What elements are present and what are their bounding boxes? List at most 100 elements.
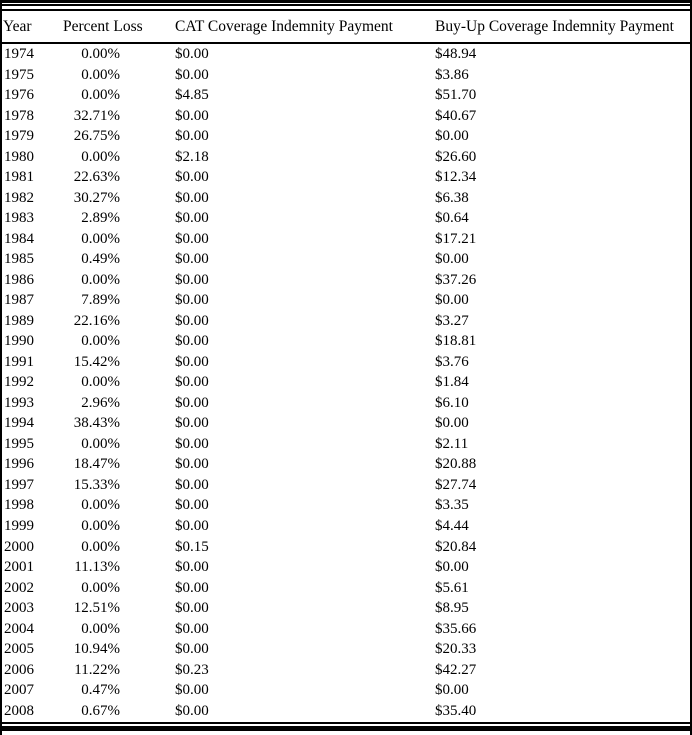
cat-payment-cell: $0.00: [175, 497, 209, 514]
buyup-payment-cell: $6.10: [435, 394, 469, 411]
percent-loss-cell: 11.13%: [74, 559, 120, 576]
percent-loss-cell: 0.49%: [81, 251, 120, 268]
percent-loss-cell: 0.00%: [81, 271, 120, 288]
percent-loss-cell: 0.00%: [81, 497, 120, 514]
buyup-payment-cell: $4.44: [435, 517, 469, 534]
table-row: 1994 38.43% $0.00 $0.00: [2, 414, 690, 435]
year-cell: 1993: [4, 394, 34, 411]
year-cell: 1975: [4, 66, 34, 83]
indemnity-payment-table: Year Percent Loss CAT Coverage Indemnity…: [2, 9, 690, 724]
year-cell: 1994: [4, 415, 34, 432]
buyup-payment-cell: $20.88: [435, 456, 477, 473]
table-row: 1989 22.16% $0.00 $3.27: [2, 311, 690, 332]
cat-payment-cell: $0.00: [175, 682, 209, 699]
buyup-payment-cell: $0.00: [435, 128, 469, 145]
table-row: 2001 11.13% $0.00 $0.00: [2, 557, 690, 578]
table-row: 1998 0.00% $0.00 $3.35: [2, 496, 690, 517]
buyup-payment-cell: $18.81: [435, 333, 477, 350]
year-cell: 2002: [4, 579, 34, 596]
cat-payment-cell: $0.00: [175, 641, 209, 658]
cat-payment-cell: $0.00: [175, 169, 209, 186]
cat-payment-cell: $0.00: [175, 45, 209, 62]
table-row: 1983 2.89% $0.00 $0.64: [2, 209, 690, 230]
cat-payment-cell: $0.15: [175, 538, 209, 555]
bottom-thick-rule: [2, 726, 690, 731]
buyup-payment-cell: $0.64: [435, 210, 469, 227]
bottom-margin: [2, 731, 690, 735]
cat-payment-cell: $0.00: [175, 579, 209, 596]
year-cell: 1978: [4, 107, 34, 124]
percent-loss-cell: 0.00%: [81, 579, 120, 596]
buyup-payment-cell: $20.84: [435, 538, 477, 555]
table-row: 1976 0.00% $4.85 $51.70: [2, 85, 690, 106]
buyup-payment-cell: $3.86: [435, 66, 469, 83]
buyup-payment-cell: $0.00: [435, 251, 469, 268]
table-row: 2004 0.00% $0.00 $35.66: [2, 619, 690, 640]
table-row: 1992 0.00% $0.00 $1.84: [2, 373, 690, 394]
percent-loss-cell: 0.00%: [81, 538, 120, 555]
buyup-payment-cell: $0.00: [435, 292, 469, 309]
cat-payment-cell: $0.00: [175, 128, 209, 145]
percent-loss-cell: 22.63%: [73, 169, 120, 186]
year-cell: 2007: [4, 682, 34, 699]
year-cell: 1986: [4, 271, 34, 288]
year-cell: 1979: [4, 128, 34, 145]
buyup-payment-cell: $51.70: [435, 87, 477, 104]
table-row: 1995 0.00% $0.00 $2.11: [2, 434, 690, 455]
table-row: 1990 0.00% $0.00 $18.81: [2, 332, 690, 353]
percent-loss-cell: 18.47%: [73, 456, 120, 473]
percent-loss-cell: 0.00%: [81, 87, 120, 104]
percent-loss-cell: 0.00%: [81, 374, 120, 391]
table-row: 1985 0.49% $0.00 $0.00: [2, 250, 690, 271]
cat-payment-cell: $0.00: [175, 210, 209, 227]
year-cell: 1990: [4, 333, 34, 350]
year-cell: 1998: [4, 497, 34, 514]
percent-loss-cell: 0.00%: [81, 435, 120, 452]
table-row: 1987 7.89% $0.00 $0.00: [2, 291, 690, 312]
year-cell: 1984: [4, 230, 34, 247]
percent-loss-cell: 0.00%: [81, 620, 120, 637]
year-cell: 2001: [4, 559, 34, 576]
buyup-payment-cell: $2.11: [435, 435, 469, 452]
table-row: 1974 0.00% $0.00 $48.94: [2, 43, 690, 65]
year-cell: 2003: [4, 600, 34, 617]
col-header-year: Year: [2, 10, 63, 44]
cat-payment-cell: $0.00: [175, 394, 209, 411]
buyup-payment-cell: $35.66: [435, 620, 477, 637]
table-row: 1982 30.27% $0.00 $6.38: [2, 188, 690, 209]
year-cell: 1976: [4, 87, 34, 104]
table-row: 2006 11.22% $0.23 $42.27: [2, 660, 690, 681]
buyup-payment-cell: $8.95: [435, 600, 469, 617]
table-row: 1986 0.00% $0.00 $37.26: [2, 270, 690, 291]
percent-loss-cell: 11.22%: [74, 661, 120, 678]
cat-payment-cell: $0.00: [175, 476, 209, 493]
percent-loss-cell: 2.89%: [81, 210, 120, 227]
buyup-payment-cell: $12.34: [435, 169, 477, 186]
cat-payment-cell: $4.85: [175, 87, 209, 104]
percent-loss-cell: 15.42%: [73, 353, 120, 370]
percent-loss-cell: 0.67%: [81, 702, 120, 719]
buyup-payment-cell: $35.40: [435, 702, 477, 719]
year-cell: 1974: [4, 45, 34, 62]
percent-loss-cell: 26.75%: [73, 128, 120, 145]
cat-payment-cell: $0.00: [175, 415, 209, 432]
year-cell: 1980: [4, 148, 34, 165]
cat-payment-cell: $0.00: [175, 435, 209, 452]
year-cell: 1992: [4, 374, 34, 391]
percent-loss-cell: 38.43%: [73, 415, 120, 432]
cat-payment-cell: $2.18: [175, 148, 209, 165]
year-cell: 1999: [4, 517, 34, 534]
year-cell: 1983: [4, 210, 34, 227]
top-inner-rule: [2, 4, 690, 6]
year-cell: 1982: [4, 189, 34, 206]
cat-payment-cell: $0.00: [175, 189, 209, 206]
percent-loss-cell: 0.00%: [81, 148, 120, 165]
percent-loss-cell: 32.71%: [73, 107, 120, 124]
buyup-payment-cell: $42.27: [435, 661, 477, 678]
cat-payment-cell: $0.00: [175, 312, 209, 329]
buyup-payment-cell: $17.21: [435, 230, 477, 247]
table-row: 1979 26.75% $0.00 $0.00: [2, 126, 690, 147]
table-row: 1984 0.00% $0.00 $17.21: [2, 229, 690, 250]
year-cell: 1989: [4, 312, 34, 329]
